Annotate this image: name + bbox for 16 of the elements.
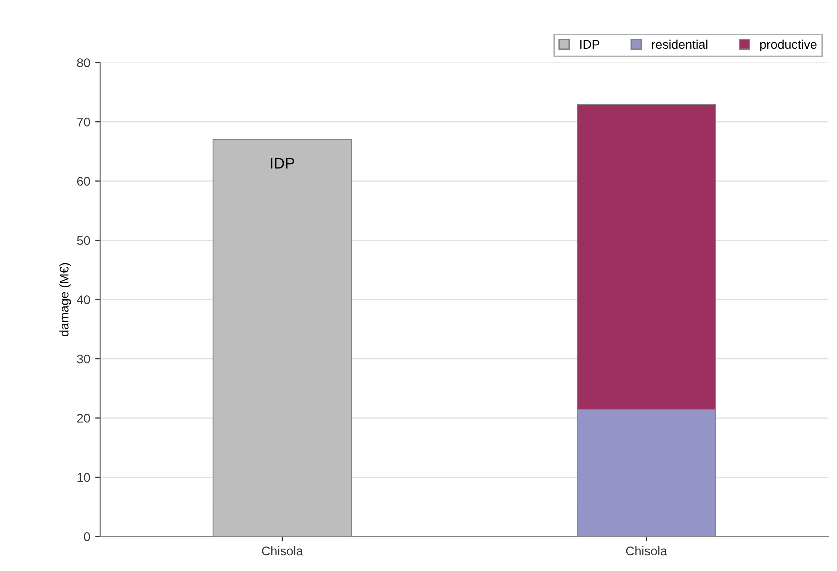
y-axis-title: damage (M€)	[60, 263, 72, 336]
x-tick-label: Chisola	[626, 546, 668, 556]
y-tick-label: 10	[78, 473, 90, 482]
x-tick-label: Chisola	[262, 546, 304, 556]
legend-label: productive	[760, 40, 817, 52]
y-tick-label: 20	[77, 414, 90, 423]
y-tick-label: 70	[77, 118, 90, 127]
annotation: IDP	[271, 158, 294, 169]
y-tick-label: 80	[77, 58, 90, 68]
y-tick-label: 30	[77, 354, 90, 364]
y-tick-label: 40	[77, 296, 90, 304]
y-tick-label: 0	[84, 532, 90, 542]
legend-label: IDP	[580, 40, 600, 49]
y-tick-label: 60	[77, 177, 90, 186]
y-tick-label: 50	[77, 236, 90, 246]
legend-label: residential	[652, 40, 708, 50]
